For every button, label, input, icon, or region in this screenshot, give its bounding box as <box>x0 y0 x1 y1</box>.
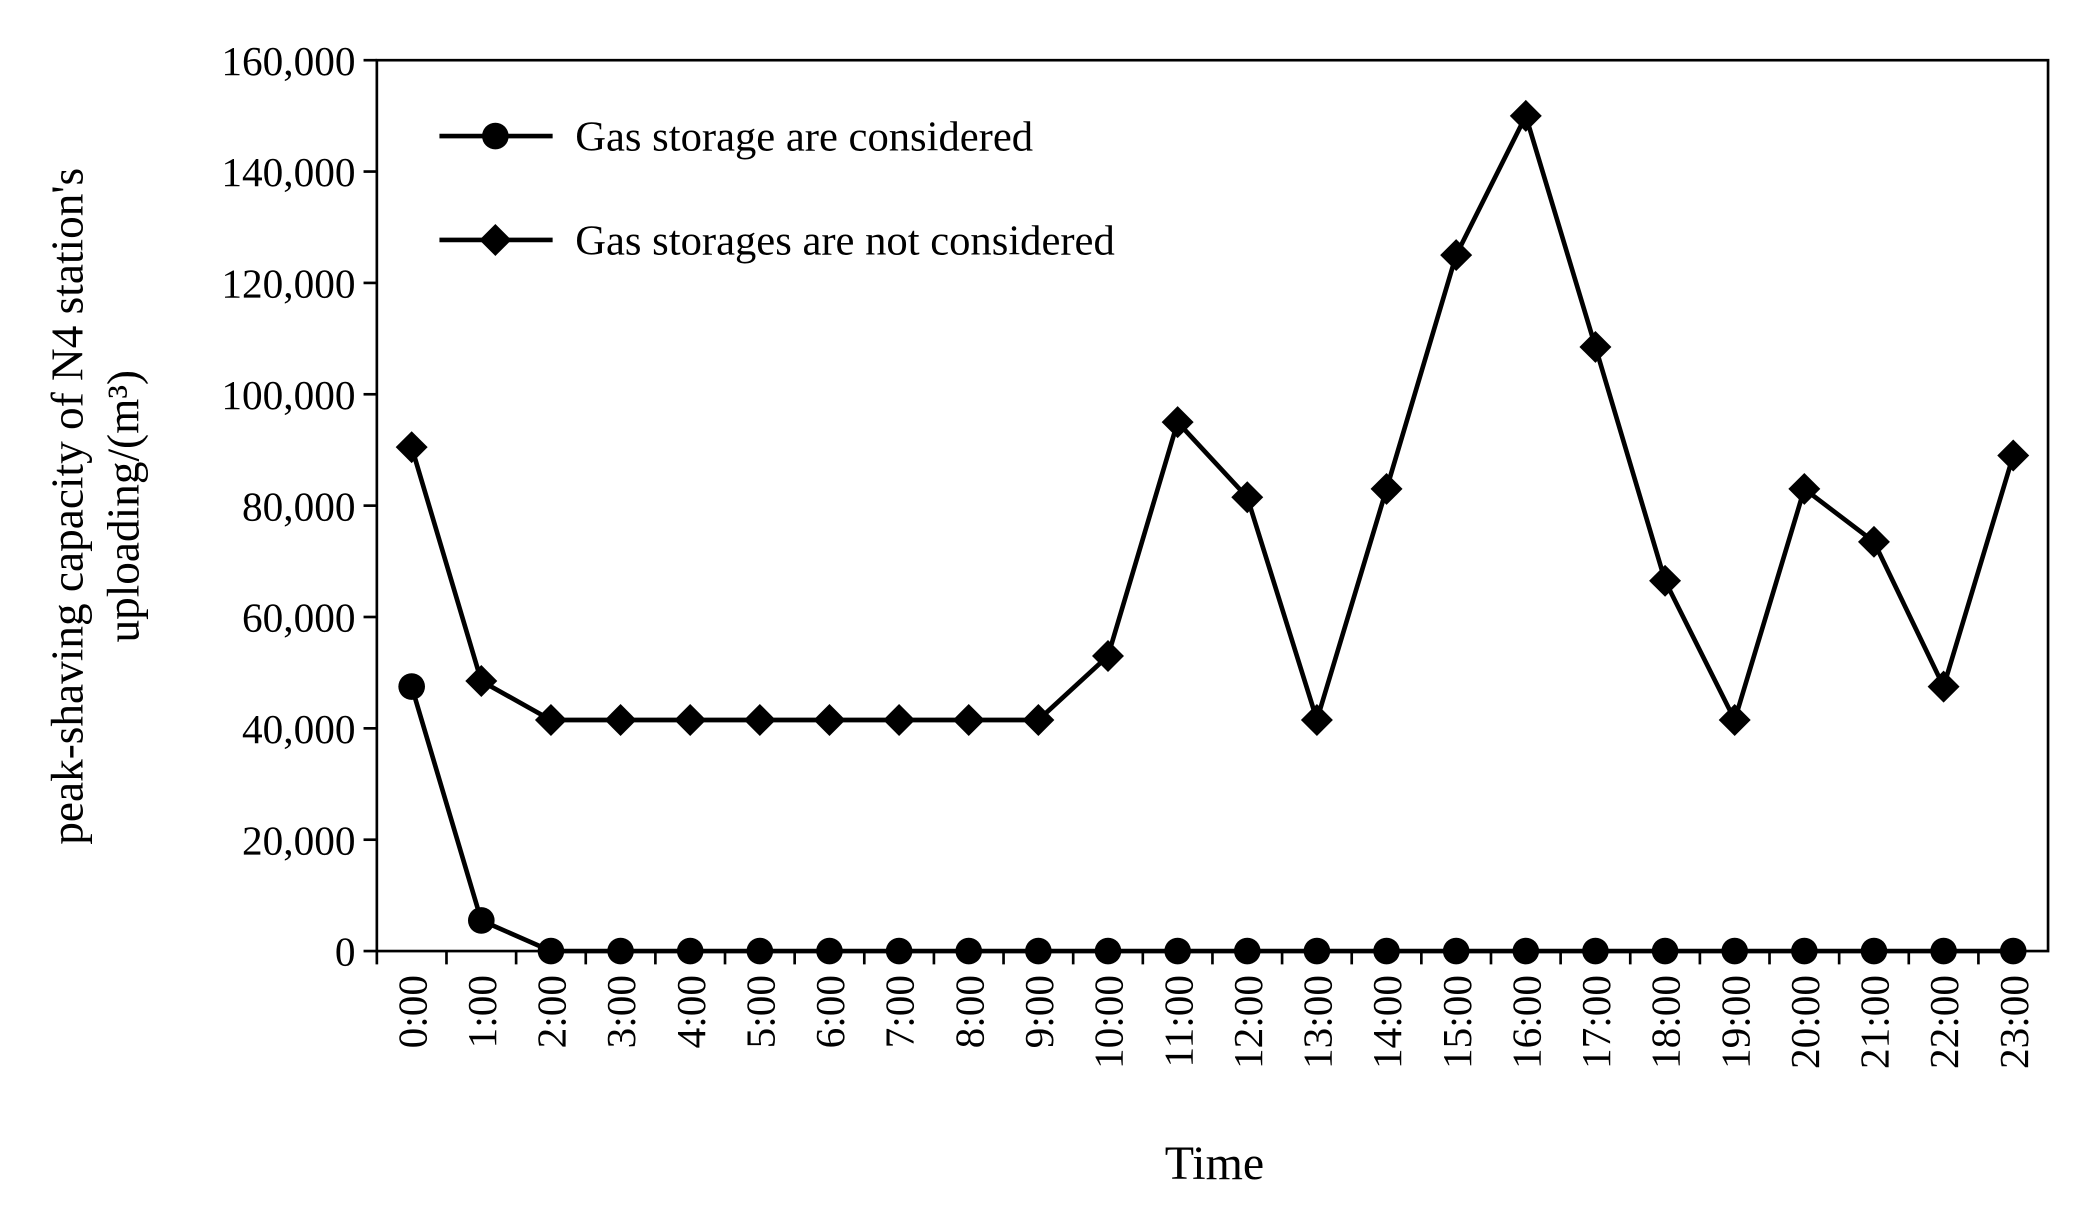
marker <box>885 937 913 965</box>
x-tick-label: 5:00 <box>737 975 783 1048</box>
x-tick-label: 15:00 <box>1434 975 1480 1069</box>
x-axis-label: Time <box>1165 1137 1264 1190</box>
x-tick-label: 14:00 <box>1364 975 1410 1069</box>
marker <box>743 704 776 736</box>
x-tick-label: 7:00 <box>877 975 923 1048</box>
marker <box>1442 937 1470 965</box>
x-tick-label: 12:00 <box>1225 975 1271 1069</box>
marker <box>1509 99 1542 132</box>
x-tick-label: 8:00 <box>946 975 992 1048</box>
x-tick-label: 10:00 <box>1086 975 1132 1069</box>
x-tick-label: 0:00 <box>389 975 435 1048</box>
marker <box>1651 937 1679 965</box>
y-tick-label: 100,000 <box>221 372 355 418</box>
y-tick-label: 60,000 <box>242 595 355 641</box>
x-tick-label: 6:00 <box>807 975 853 1048</box>
marker <box>676 937 704 965</box>
marker <box>952 704 985 736</box>
x-tick-label: 2:00 <box>529 975 575 1048</box>
x-tick-label: 1:00 <box>459 975 505 1048</box>
x-tick-label: 20:00 <box>1782 975 1828 1069</box>
y-tick-label: 0 <box>335 929 356 975</box>
marker <box>674 704 707 736</box>
marker <box>1582 937 1609 965</box>
marker <box>883 704 916 736</box>
x-tick-label: 9:00 <box>1016 975 1062 1048</box>
series-line <box>409 109 2016 728</box>
marker <box>607 937 634 965</box>
marker <box>1857 525 1890 558</box>
series-line <box>409 685 2014 954</box>
marker <box>1300 704 1333 736</box>
y-tick-label: 140,000 <box>221 149 355 195</box>
x-tick-label: 19:00 <box>1712 975 1758 1069</box>
marker <box>813 704 846 736</box>
y-axis-label: uploading/(m³) <box>98 370 148 643</box>
x-tick-label: 18:00 <box>1643 975 1689 1069</box>
marker <box>534 704 567 736</box>
marker <box>1999 937 2027 965</box>
x-tick-label: 13:00 <box>1295 975 1341 1069</box>
legend-marker <box>482 122 509 150</box>
x-tick-label: 3:00 <box>598 975 644 1048</box>
x-tick-label: 17:00 <box>1573 975 1619 1069</box>
marker <box>1718 704 1751 736</box>
marker <box>465 665 498 697</box>
marker <box>1370 472 1403 505</box>
marker <box>816 937 843 965</box>
marker <box>1303 937 1331 965</box>
x-tick-label: 4:00 <box>668 975 714 1048</box>
y-axis-label: peak-shaving capacity of N4 station's <box>43 168 93 845</box>
marker <box>1927 670 1960 703</box>
marker <box>1721 937 1749 965</box>
marker <box>1094 937 1122 965</box>
x-tick-label: 23:00 <box>1991 975 2037 1069</box>
marker <box>1791 937 1818 965</box>
legend-label: Gas storage are considered <box>575 114 1033 161</box>
y-tick-label: 80,000 <box>242 483 355 529</box>
marker <box>1579 330 1612 363</box>
marker <box>1788 472 1821 505</box>
marker <box>955 937 983 965</box>
marker <box>537 937 565 965</box>
x-tick-label: 16:00 <box>1503 975 1549 1069</box>
marker <box>1512 937 1540 965</box>
legend-marker <box>479 223 512 256</box>
y-tick-label: 160,000 <box>221 38 355 84</box>
marker <box>1649 564 1682 597</box>
marker <box>1233 937 1261 965</box>
marker <box>1373 937 1400 965</box>
marker <box>1025 937 1052 965</box>
marker <box>398 673 425 700</box>
y-tick-label: 20,000 <box>242 817 355 863</box>
x-tick-label: 22:00 <box>1921 975 1967 1069</box>
marker <box>1860 937 1888 965</box>
marker <box>604 704 637 736</box>
marker <box>1164 937 1191 965</box>
marker <box>1231 481 1264 514</box>
marker <box>746 937 774 965</box>
marker <box>1997 439 2030 472</box>
x-tick-label: 11:00 <box>1155 975 1201 1067</box>
marker <box>1930 937 1957 965</box>
legend-label: Gas storages are not considered <box>575 218 1115 265</box>
x-tick-label: 21:00 <box>1852 975 1898 1069</box>
marker <box>467 907 495 934</box>
y-tick-label: 40,000 <box>242 706 355 752</box>
marker <box>395 431 428 464</box>
y-tick-label: 120,000 <box>221 261 355 307</box>
marker <box>1440 239 1473 272</box>
